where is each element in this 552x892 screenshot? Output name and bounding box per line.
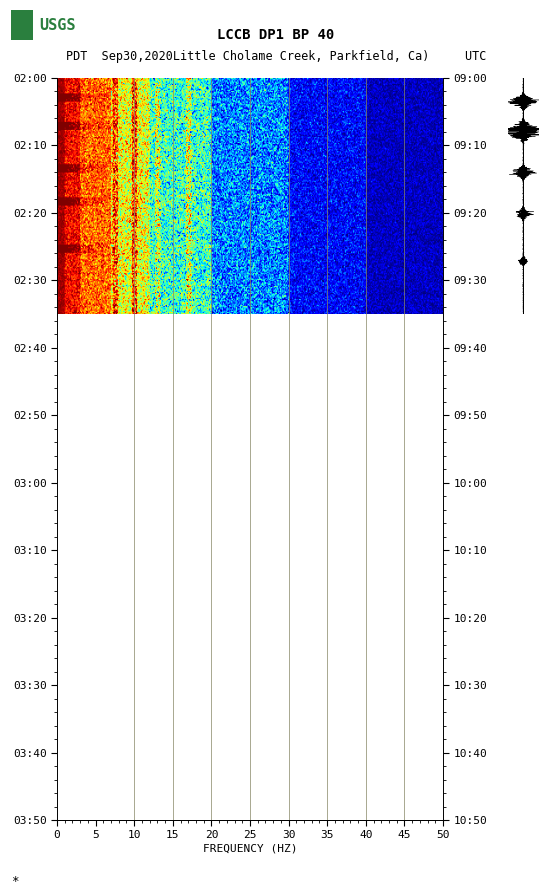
X-axis label: FREQUENCY (HZ): FREQUENCY (HZ) xyxy=(203,843,297,853)
Text: LCCB DP1 BP 40: LCCB DP1 BP 40 xyxy=(217,28,335,42)
Text: USGS: USGS xyxy=(39,18,76,33)
Bar xyxy=(57,314,443,820)
Bar xyxy=(11,10,34,39)
Text: PDT  Sep30,2020Little Cholame Creek, Parkfield, Ca)     UTC: PDT Sep30,2020Little Cholame Creek, Park… xyxy=(66,50,486,63)
Text: *: * xyxy=(11,875,19,888)
